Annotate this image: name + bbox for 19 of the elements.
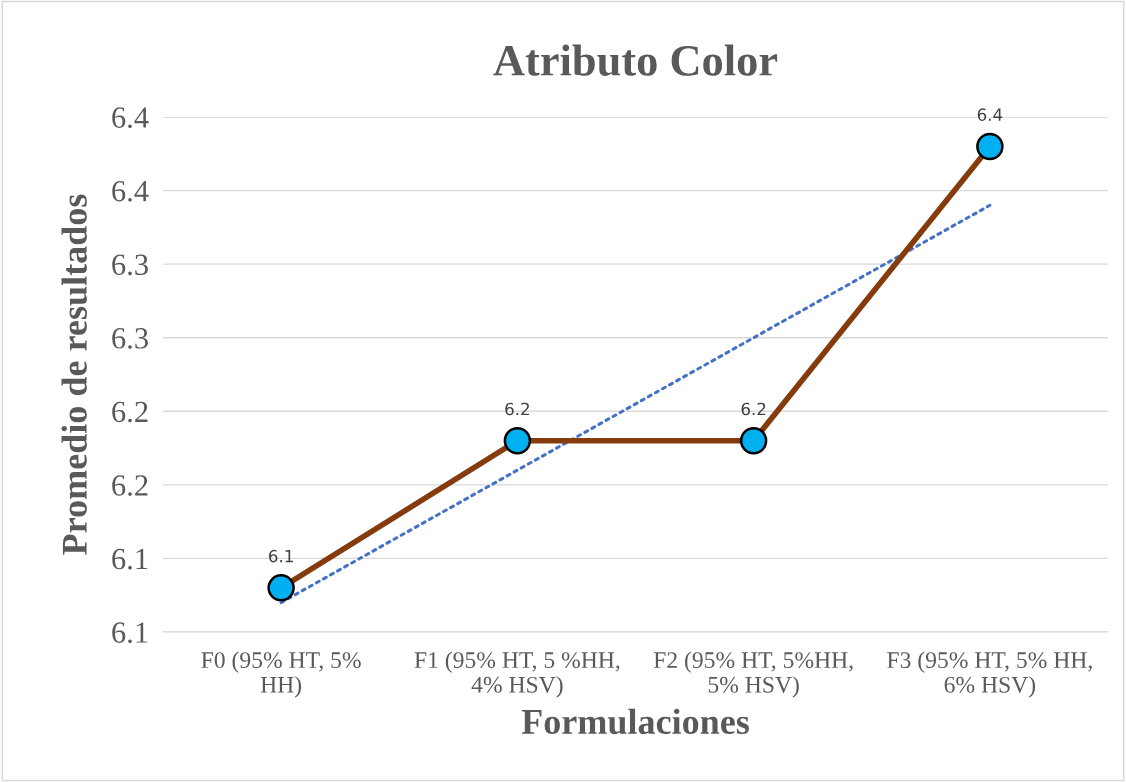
y-tick-label: 6.1 xyxy=(112,622,148,644)
x-tick-label: F3 (95% HT, 5% HH, 6% HSV) xyxy=(887,651,1092,698)
y-tick-label: 6.1 xyxy=(112,548,148,570)
y-tick-label: 6.3 xyxy=(112,328,148,349)
y-axis-title: Promedio de resultados xyxy=(61,194,87,555)
y-tick-label: 6.3 xyxy=(112,254,148,276)
x-tick-label: F1 (95% HT, 5 %HH, 4% HSV) xyxy=(414,651,620,698)
x-tick-label: F0 (95% HT, 5% HH) xyxy=(201,651,361,698)
y-tick-label: 6.2 xyxy=(112,401,148,423)
y-tick-label: 6.4 xyxy=(112,107,149,129)
data-label: 6.2 xyxy=(741,402,766,416)
data-label: 6.1 xyxy=(269,549,293,563)
chart-title: Atributo Color xyxy=(493,44,778,76)
y-tick-label: 6.4 xyxy=(112,180,149,202)
y-tick-label: 6.2 xyxy=(112,475,148,496)
x-axis-title: Formulaciones xyxy=(521,708,749,735)
x-tick-label: F2 (95% HT, 5%HH, 5% HSV) xyxy=(653,651,853,698)
data-label: 6.4 xyxy=(977,108,1003,121)
data-label: 6.2 xyxy=(505,402,529,416)
